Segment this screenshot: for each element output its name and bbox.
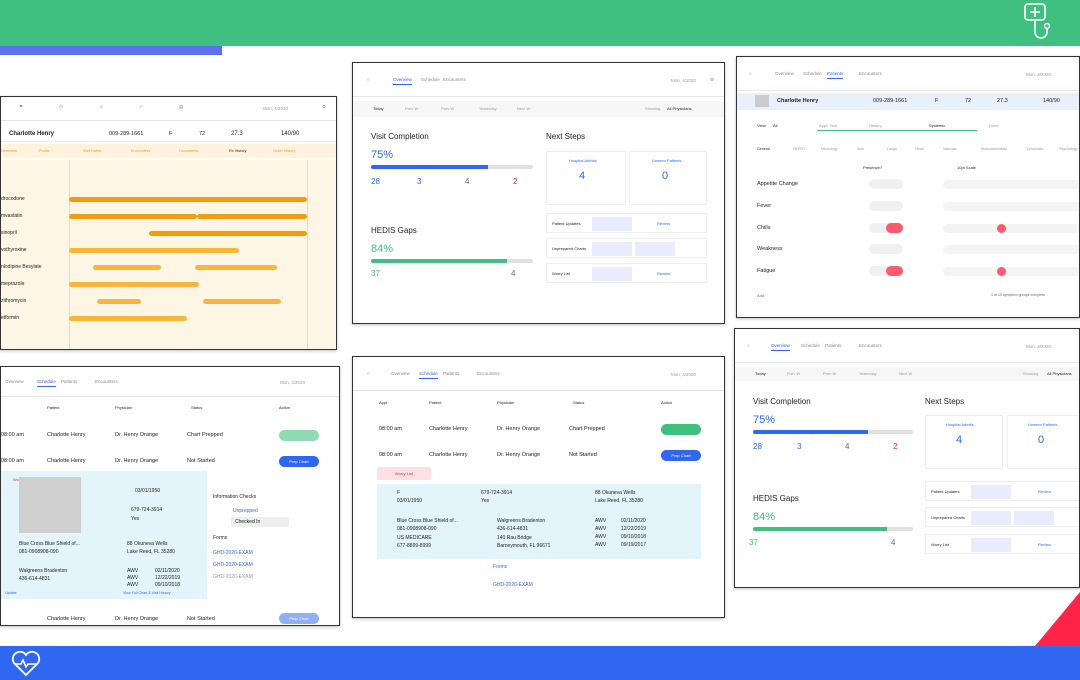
- clock-icon[interactable]: ◷: [59, 104, 63, 109]
- med-7: zithromycin: [1, 298, 27, 304]
- patient-photo: [19, 477, 81, 533]
- scale-slider[interactable]: [943, 180, 1079, 189]
- heart-pulse-icon: [11, 650, 41, 677]
- patient-detail: Worry List 03/01/1950 679-724-3914 Yes B…: [1, 471, 207, 599]
- medication-history-panel: ⚑ ◷ ☺ ✓ ▤ Mon, 4/2020 ⚙ Charlotte Henry …: [0, 96, 337, 350]
- gear-icon[interactable]: ⚙: [709, 77, 714, 82]
- scale-slider[interactable]: [943, 202, 1079, 211]
- next-steps-row[interactable]: Unprepared Charts: [546, 238, 707, 258]
- patient-banner: Charlotte Henry 009-289-1661 F 72 27.3 1…: [737, 93, 1079, 110]
- hedis-progress: [371, 259, 533, 263]
- med-bar[interactable]: [69, 197, 307, 202]
- next-steps-title: Next Steps: [546, 132, 586, 141]
- med-6: meprazole: [1, 281, 25, 287]
- next-steps-row[interactable]: Patient Updates Review: [546, 213, 707, 233]
- med-bar[interactable]: [69, 214, 197, 219]
- next-steps-row[interactable]: Worry List Review: [546, 263, 707, 283]
- unseen-patients-card[interactable]: Unseen Patients 0: [1007, 415, 1079, 469]
- history-tabs: Overview Profile Visit Notes Encounters …: [1, 144, 336, 158]
- visit-completion-title: Visit Completion: [371, 132, 429, 141]
- symptoms-panel: ○ Overview Schedule Patients Encounters …: [736, 56, 1080, 318]
- med-bar[interactable]: [93, 265, 161, 270]
- avatar: [755, 95, 769, 107]
- gantt-area: drocodone mvastatin sinopril vothyroxine…: [1, 160, 336, 349]
- med-bar[interactable]: [97, 299, 141, 304]
- med-8: etformin: [1, 315, 20, 321]
- dashboard-panel-1: ○ Overview Schedule Encounters Mon, 4/20…: [352, 62, 725, 324]
- hedis-progress: [753, 527, 913, 531]
- search-icon[interactable]: ○: [367, 77, 370, 82]
- med-5: nlodipine Besylate: [1, 264, 42, 270]
- top-banner: [0, 0, 1080, 46]
- med-bar[interactable]: [69, 282, 199, 287]
- prep-chart-button[interactable]: Prep Chart: [661, 450, 701, 461]
- step-progress: [817, 130, 977, 131]
- gear-icon[interactable]: ⚙: [321, 104, 326, 109]
- search-icon[interactable]: ○: [749, 71, 752, 76]
- scale-slider[interactable]: [943, 267, 1079, 276]
- med-bar[interactable]: [203, 299, 281, 304]
- checked-in-button[interactable]: [661, 424, 701, 435]
- med-bar[interactable]: [197, 214, 307, 219]
- patient-detail: F 03/01/1950 679-724-3914 Yes 88 Okuneva…: [377, 484, 701, 559]
- hospital-admits-card[interactable]: Hospital Admits 4: [546, 151, 626, 205]
- next-steps-row[interactable]: Unprepared Charts: [925, 507, 1079, 527]
- user-icon[interactable]: ☺: [99, 104, 104, 109]
- med-bar[interactable]: [195, 265, 277, 270]
- next-steps-row[interactable]: Worry List Review: [925, 534, 1079, 554]
- prep-chart-button[interactable]: Prep Chart: [279, 613, 319, 624]
- search-icon[interactable]: ○: [747, 343, 750, 348]
- med-bar[interactable]: [69, 316, 187, 321]
- visit-progress: [753, 430, 913, 434]
- med-bar[interactable]: [69, 248, 239, 253]
- document-icon[interactable]: ▤: [179, 104, 184, 109]
- status-select[interactable]: Checked In: [231, 517, 289, 527]
- bottom-banner: [0, 646, 1080, 680]
- scale-slider[interactable]: [943, 245, 1079, 254]
- schedule-panel: Overview Schedule Patients Encounters Mo…: [0, 366, 340, 626]
- next-steps-row[interactable]: Patient Updates Review: [925, 481, 1079, 501]
- flag-icon[interactable]: ⚑: [19, 104, 24, 109]
- presence-toggle[interactable]: [869, 244, 903, 254]
- med-bar[interactable]: [149, 231, 307, 236]
- presence-toggle[interactable]: [869, 223, 903, 233]
- med-1: drocodone: [1, 196, 25, 202]
- presence-toggle[interactable]: [869, 179, 903, 189]
- patient-name: Charlotte Henry: [9, 131, 55, 137]
- checked-in-button[interactable]: [279, 430, 319, 441]
- scale-slider[interactable]: [943, 224, 1079, 233]
- presence-toggle[interactable]: [869, 201, 903, 211]
- red-corner-accent: [1035, 592, 1080, 646]
- schedule-panel-2: ○ Overview Schedule Patients Encounters …: [352, 356, 725, 618]
- search-icon[interactable]: ○: [367, 371, 370, 376]
- unseen-patients-card[interactable]: Unseen Patients 0: [629, 151, 707, 205]
- stethoscope-icon: [1024, 3, 1051, 39]
- med-3: sinopril: [1, 230, 17, 236]
- hospital-admits-card[interactable]: Hospital Admits 4: [925, 415, 1003, 469]
- hedis-title: HEDIS Gaps: [371, 226, 417, 235]
- visit-progress: [371, 165, 533, 169]
- check-icon[interactable]: ✓: [139, 104, 143, 109]
- top-banner-accent: [0, 46, 222, 55]
- worry-list-badge: Worry List: [377, 467, 431, 480]
- symptom-tabs: General HEENT Neurology Skin Lungs Heart…: [757, 147, 1078, 151]
- patient-banner: Charlotte Henry 009-289-1661 F 72 27.3 1…: [1, 127, 336, 142]
- prep-chart-button[interactable]: Prep Chart: [279, 456, 319, 467]
- presence-toggle[interactable]: [869, 266, 903, 276]
- dashboard-panel-2: ○ Overview Schedule Patients Encounters …: [734, 328, 1080, 588]
- med-2: mvastatin: [1, 213, 23, 219]
- med-4: vothyroxine: [1, 247, 27, 253]
